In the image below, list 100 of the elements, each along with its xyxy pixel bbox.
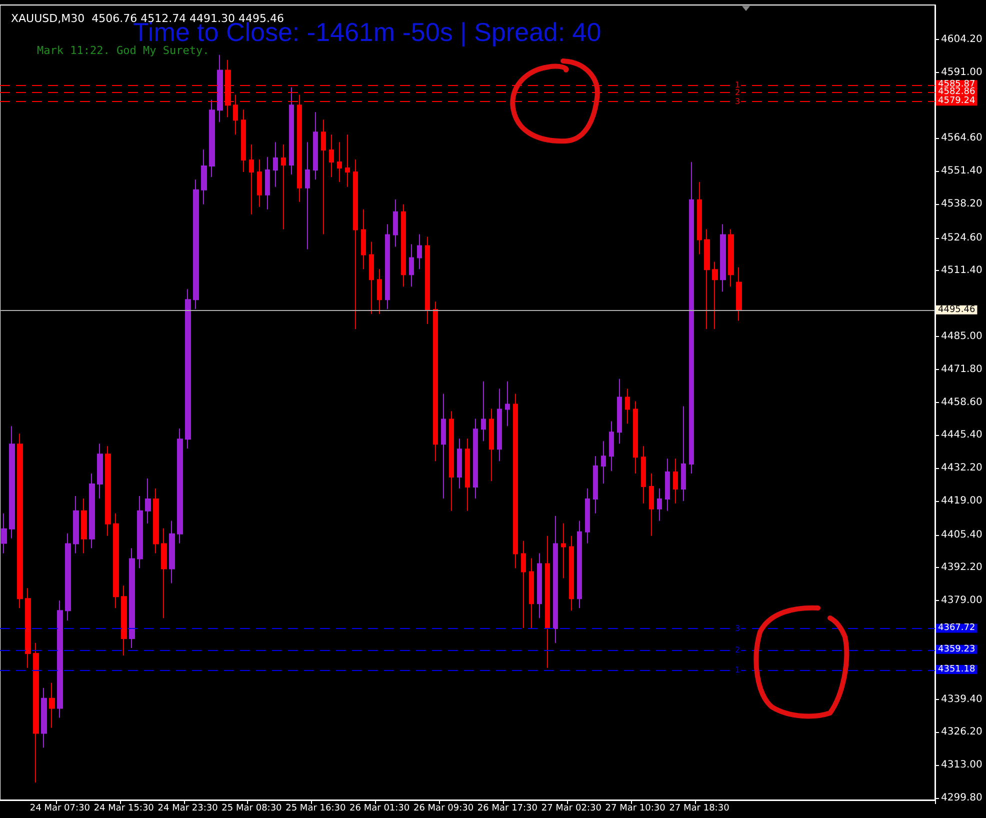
candlestick: [209, 99, 215, 178]
candlestick: [377, 268, 382, 315]
candlestick: [49, 682, 55, 728]
candlestick: [73, 495, 79, 554]
y-tick-label: 4604.20: [941, 34, 982, 45]
candlestick: [361, 208, 366, 270]
candlestick: [465, 438, 470, 512]
annotation: 1: [734, 80, 740, 90]
candlestick: [25, 588, 31, 668]
candlestick: [137, 495, 143, 569]
candlestick: [481, 380, 486, 442]
candlestick: [281, 144, 286, 230]
candlestick: [681, 406, 686, 502]
candlestick: [337, 142, 342, 182]
candlestick: [65, 532, 71, 622]
candlestick: [641, 446, 646, 504]
y-tick-label: 4405.40: [941, 529, 982, 540]
candlestick: [273, 142, 278, 188]
candlestick: [649, 473, 654, 536]
candlestick: [9, 426, 15, 539]
candlestick: [529, 558, 534, 629]
candlestick: [113, 512, 119, 609]
x-tick-label: 24 Mar 23:30: [158, 804, 218, 814]
candlestick: [393, 198, 398, 248]
y-tick-label: 4551.40: [941, 165, 982, 176]
x-tick-label: 26 Mar 01:30: [350, 804, 410, 814]
candlestick: [249, 144, 254, 215]
candlestick: [345, 134, 350, 188]
y-tick-label: 4591.00: [941, 66, 982, 78]
candlestick: [313, 112, 318, 180]
candlestick: [673, 458, 678, 504]
candlestick: [689, 162, 694, 474]
annotation: 1: [734, 665, 740, 674]
candlestick: [720, 224, 726, 292]
candlestick: [321, 119, 326, 235]
annotation: Mark 11:22. God My Surety.: [37, 44, 210, 57]
candlestick: [625, 388, 630, 424]
candlestick: [385, 224, 390, 310]
candlestick: [89, 473, 95, 549]
candlestick: [497, 388, 502, 462]
y-tick-label: 4471.80: [941, 364, 982, 375]
annotation: 2: [734, 88, 740, 98]
x-tick-label: 27 Mar 10:30: [605, 804, 666, 814]
x-tick-label: 27 Mar 18:30: [669, 804, 730, 814]
ref-line-label: 4367.72: [938, 623, 976, 634]
candlestick: [425, 236, 430, 324]
candlestick: [369, 241, 374, 315]
candlestick: [545, 535, 550, 668]
y-tick-label: 4458.60: [941, 396, 982, 408]
candlestick: [633, 400, 638, 474]
ref-line-label: 4579.24: [938, 96, 976, 106]
candlestick: [169, 520, 175, 584]
x-tick-label: 27 Mar 02:30: [541, 804, 602, 814]
annotation: 3: [734, 624, 740, 634]
ref-line-label: 4359.23: [938, 644, 976, 654]
y-tick-label: 4313.00: [941, 760, 982, 771]
ref-line-label: 4351.18: [938, 664, 976, 674]
candlestick: [449, 410, 454, 512]
candlestick: [561, 522, 566, 579]
candlestick: [177, 428, 183, 544]
y-tick-label: 4485.00: [941, 330, 982, 342]
candlestick: [1, 512, 7, 554]
candlestick: [145, 478, 151, 524]
candlestick: [617, 378, 622, 444]
y-tick-label: 4392.20: [941, 562, 982, 574]
candlestick: [33, 642, 39, 784]
candlestick: [305, 142, 310, 250]
candlestick: [161, 528, 167, 619]
candlestick: [473, 418, 478, 499]
candlestick: [728, 228, 734, 288]
candlestick: [289, 86, 294, 175]
candlestick: [521, 540, 526, 629]
x-tick-label: 24 Mar 07:30: [30, 804, 90, 814]
candlestick: [577, 520, 582, 609]
y-tick-label: 4419.00: [941, 495, 982, 506]
candlestick: [257, 159, 262, 208]
candlestick: [697, 181, 702, 255]
y-tick-label: 4538.20: [941, 198, 982, 210]
candlestick: [553, 515, 558, 644]
candlestick: [81, 498, 87, 554]
x-tick-label: 24 Mar 15:30: [94, 804, 154, 814]
candlestick: [457, 438, 462, 489]
candlestick: [409, 244, 414, 288]
candlestick: [153, 488, 159, 554]
candlestick: [193, 178, 199, 310]
x-tick-label: 26 Mar 17:30: [477, 804, 538, 814]
candlestick: [201, 149, 207, 205]
candlestick: [601, 440, 606, 484]
y-tick-label: 4379.00: [941, 595, 982, 606]
candlestick: [609, 420, 614, 472]
candlestick: [185, 288, 191, 450]
candlestick: [105, 446, 111, 536]
y-tick-label: 4299.80: [941, 792, 982, 804]
y-tick-label: 4511.40: [941, 265, 982, 276]
y-tick-label: 4445.40: [941, 430, 982, 441]
candlestick: [57, 600, 63, 718]
candlestick: [489, 408, 494, 482]
x-tick-label: 26 Mar 09:30: [413, 804, 474, 814]
candlestick: [736, 266, 742, 322]
candlestick: [441, 393, 446, 499]
